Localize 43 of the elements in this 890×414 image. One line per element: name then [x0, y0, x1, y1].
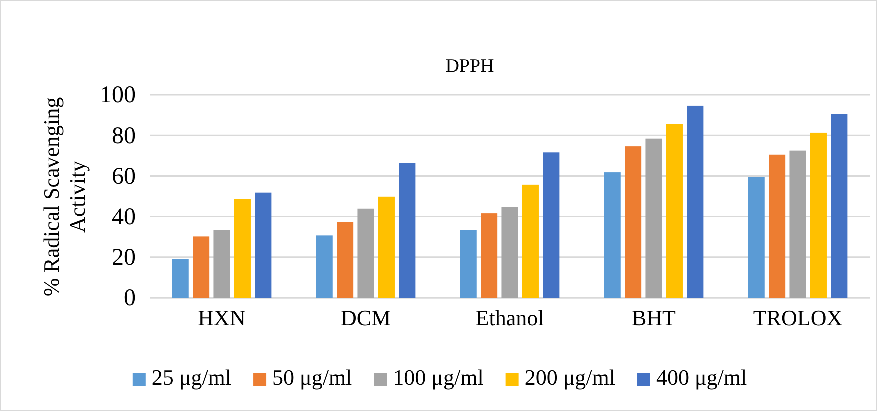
- bar: [316, 236, 333, 298]
- bar: [172, 259, 189, 298]
- y-axis-title: % Radical Scavenging Activity: [39, 97, 90, 297]
- bar: [214, 230, 230, 298]
- y-tick-label: 40: [112, 204, 136, 230]
- bar: [810, 132, 827, 298]
- bar: [234, 199, 251, 298]
- x-tick-label: HXN: [198, 306, 246, 331]
- y-tick-label: 20: [112, 245, 136, 272]
- legend-label: 400 μg/ml: [656, 365, 748, 390]
- bar: [481, 214, 498, 298]
- bar: [646, 138, 662, 298]
- x-tick-label: Ethanol: [476, 306, 544, 331]
- x-tick-label: TROLOX: [753, 306, 843, 331]
- bar: [604, 172, 621, 298]
- bar: [337, 222, 354, 298]
- bar: [769, 154, 786, 298]
- bar: [522, 184, 539, 298]
- legend-label: 200 μg/ml: [524, 365, 616, 390]
- legend-label: 100 μg/ml: [393, 365, 484, 390]
- y-tick-label: 60: [112, 164, 136, 190]
- bar: [790, 150, 806, 298]
- bar: [399, 163, 416, 298]
- bar: [666, 124, 683, 298]
- chart-title: DPPH: [446, 56, 495, 77]
- bar: [625, 146, 642, 298]
- bar: [358, 208, 374, 298]
- y-tick-label: 0: [124, 286, 136, 312]
- bar: [460, 230, 477, 298]
- bar: [502, 207, 518, 298]
- bar: [543, 152, 560, 298]
- y-tick-label: 80: [112, 123, 136, 150]
- bar: [831, 114, 848, 298]
- legend-label: 25 μg/ml: [152, 365, 232, 390]
- bar: [193, 236, 210, 298]
- x-tick-label: BHT: [632, 306, 677, 331]
- bar: [687, 106, 704, 298]
- y-tick-label: 100: [100, 82, 136, 109]
- bar: [255, 192, 272, 298]
- x-tick-label: DCM: [340, 306, 392, 331]
- bar: [378, 196, 395, 298]
- bar: [748, 177, 765, 298]
- legend-label: 50 μg/ml: [272, 365, 352, 390]
